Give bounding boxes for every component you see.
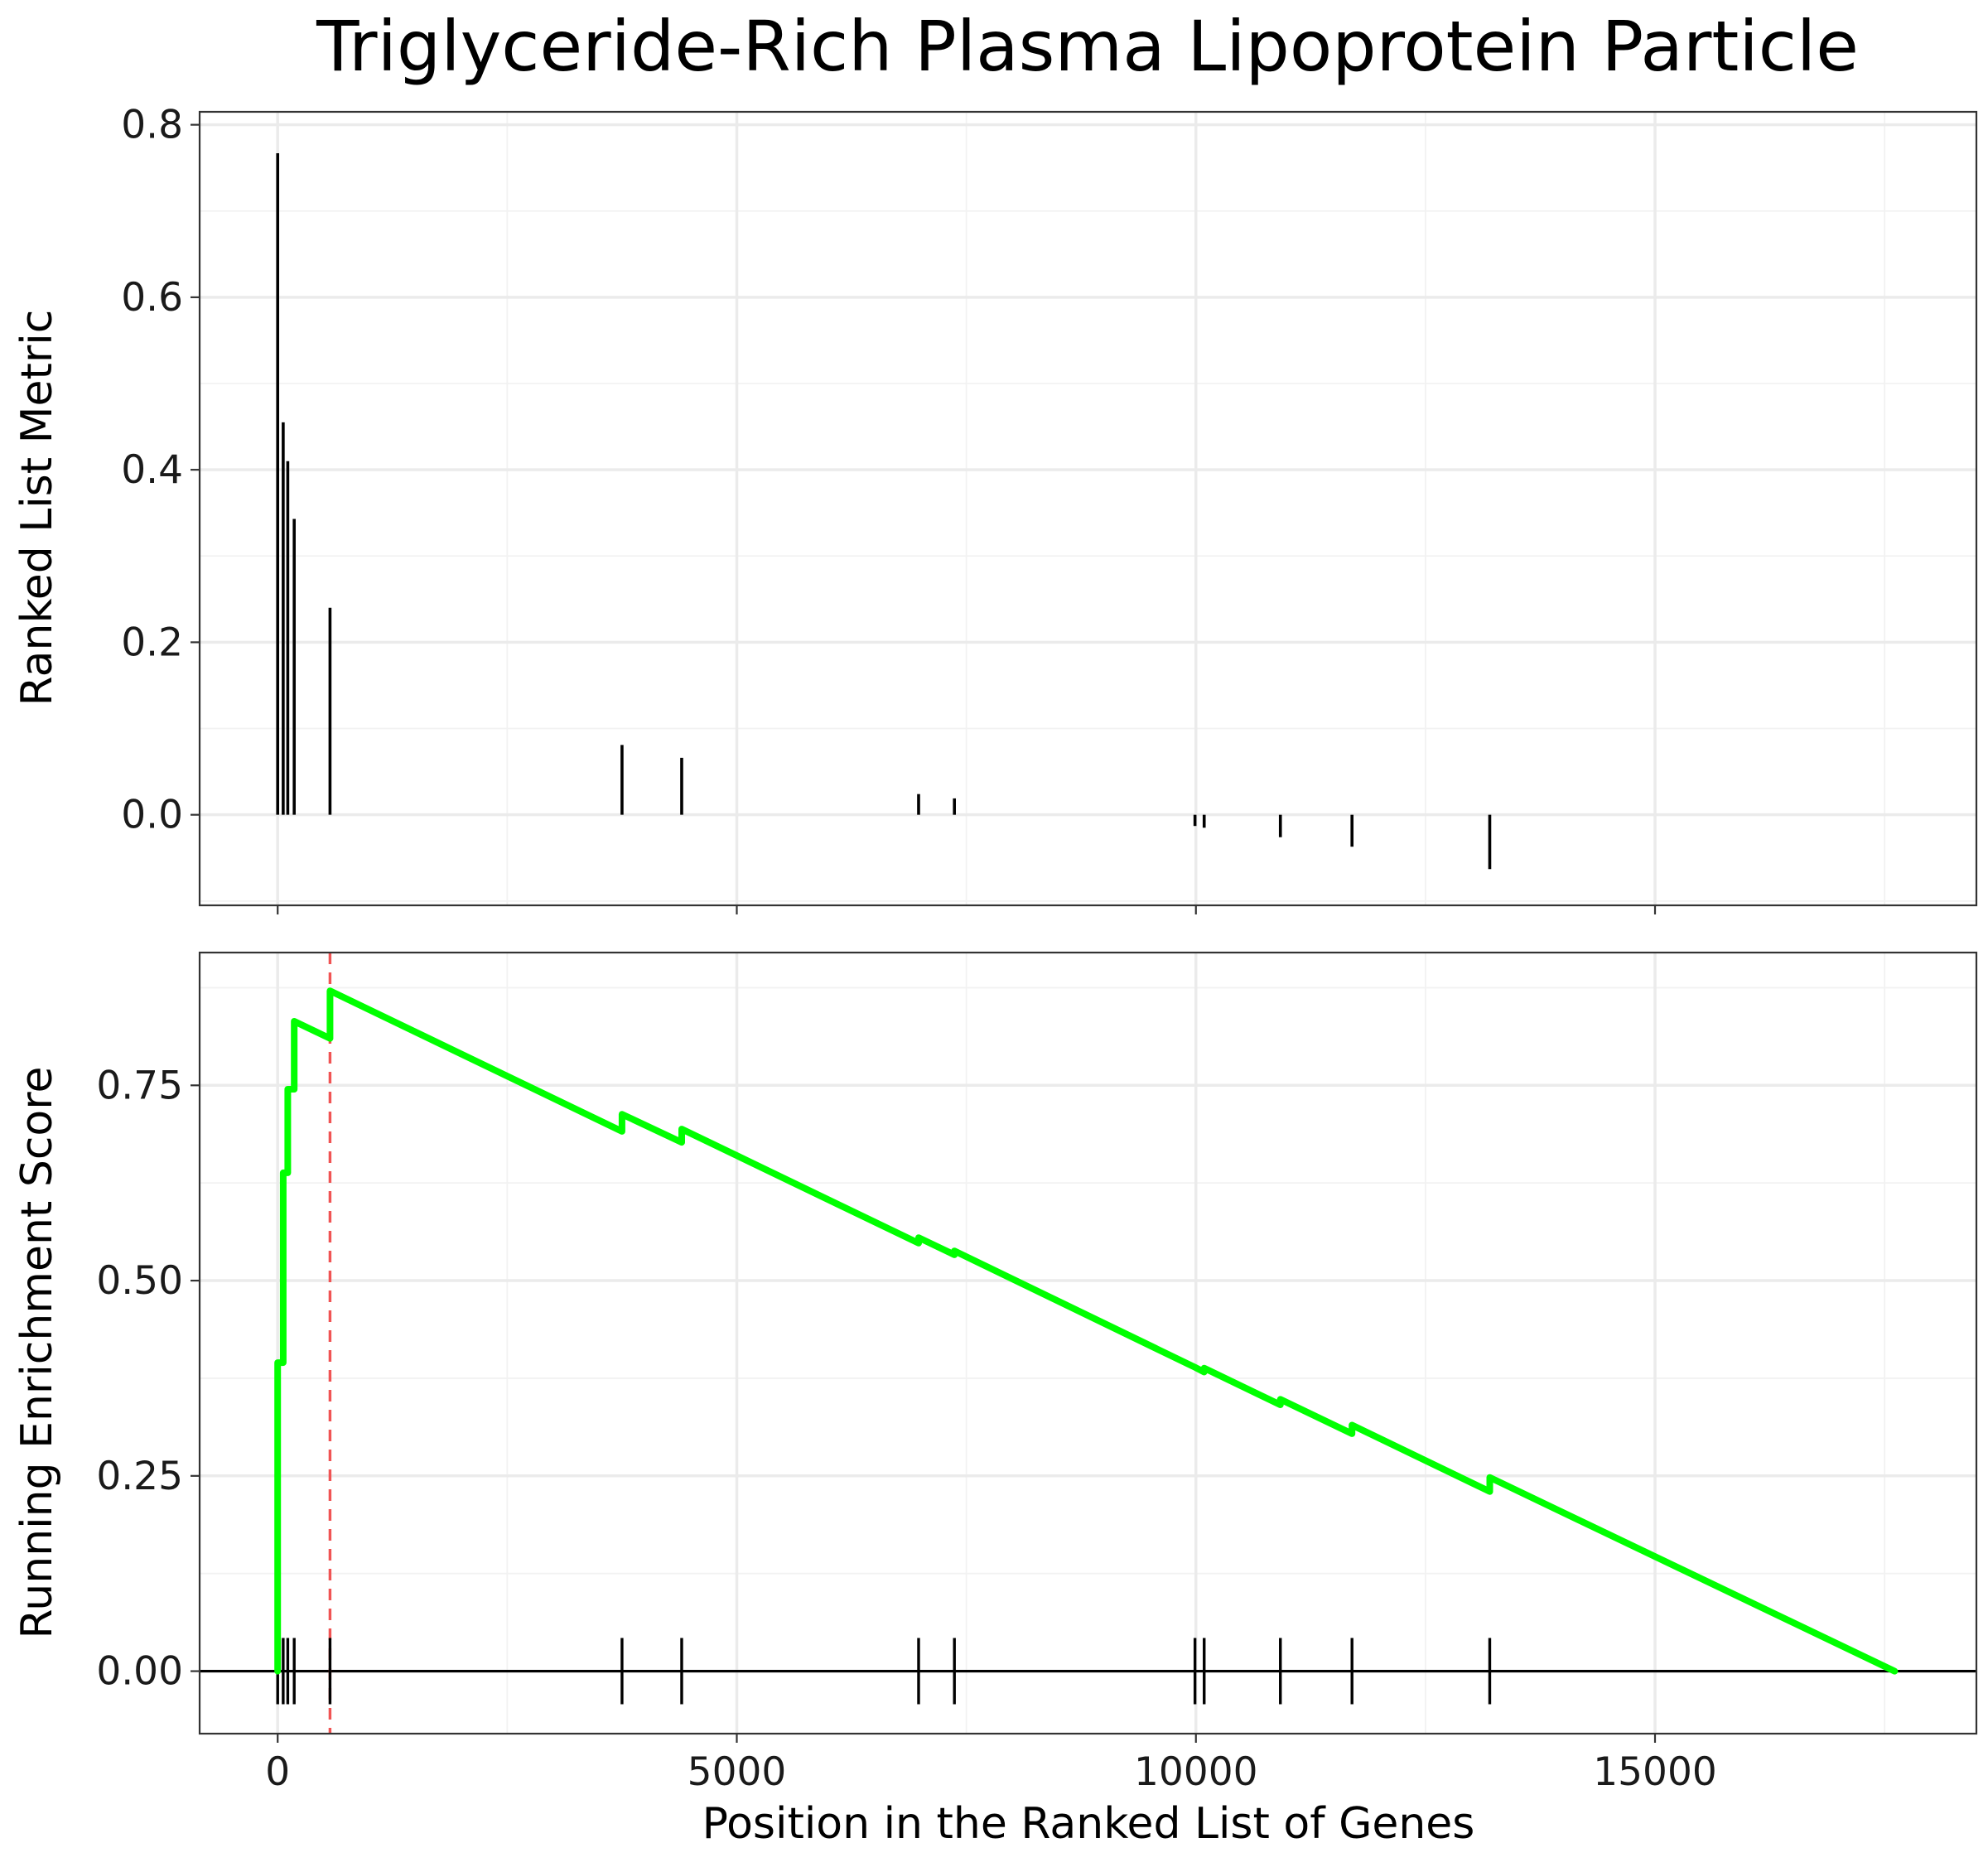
es-x-tick-label: 5000 <box>688 1749 787 1795</box>
metric-y-tick-label: 0.0 <box>121 793 183 838</box>
x-axis-title: Position in the Ranked List of Genes <box>702 1799 1475 1849</box>
metric-y-tick-label: 0.2 <box>121 620 183 665</box>
metric-panel-border <box>198 110 1978 907</box>
es-y-tick-label: 0.00 <box>96 1649 183 1695</box>
es-panel-border <box>198 951 1978 1735</box>
metric-y-tick-label: 0.6 <box>121 275 183 321</box>
es-x-tick-label: 15000 <box>1593 1749 1717 1795</box>
es-y-axis-title: Running Enrichment Score <box>12 1067 62 1639</box>
ranked-metric-panel: 0.0 0.2 0.4 0.6 0.8 <box>121 103 1978 914</box>
es-y-tick-label: 0.50 <box>96 1258 183 1304</box>
es-series-line <box>274 987 1899 1675</box>
metric-y-axis-title: Ranked List Metric <box>12 310 62 707</box>
chart-title: Triglyceride-Rich Plasma Lipoprotein Par… <box>316 6 1859 87</box>
es-y-tick-label: 0.75 <box>96 1063 183 1108</box>
es-y-tick-label: 0.25 <box>96 1454 183 1499</box>
metric-y-tick-label: 0.8 <box>121 103 183 148</box>
metric-y-tick-label: 0.4 <box>121 447 183 493</box>
enrichment-score-panel: 0.00 0.25 0.50 0.75 0 5000 10000 15000 <box>96 951 1978 1795</box>
es-x-tick-label: 10000 <box>1134 1749 1258 1795</box>
es-x-tick-label: 0 <box>265 1749 290 1795</box>
